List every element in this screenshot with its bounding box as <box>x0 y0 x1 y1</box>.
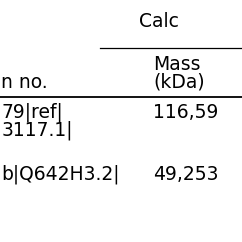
Text: 49,253: 49,253 <box>153 165 219 184</box>
Text: n no.: n no. <box>1 73 48 92</box>
Text: 79|ref|: 79|ref| <box>1 103 63 122</box>
Text: b|Q642H3.2|: b|Q642H3.2| <box>1 165 120 184</box>
Text: Mass: Mass <box>153 55 201 74</box>
Text: 3117.1|: 3117.1| <box>1 121 73 141</box>
Text: 116,59: 116,59 <box>153 103 218 122</box>
Text: Calc: Calc <box>139 12 179 31</box>
Text: (kDa): (kDa) <box>153 73 205 92</box>
